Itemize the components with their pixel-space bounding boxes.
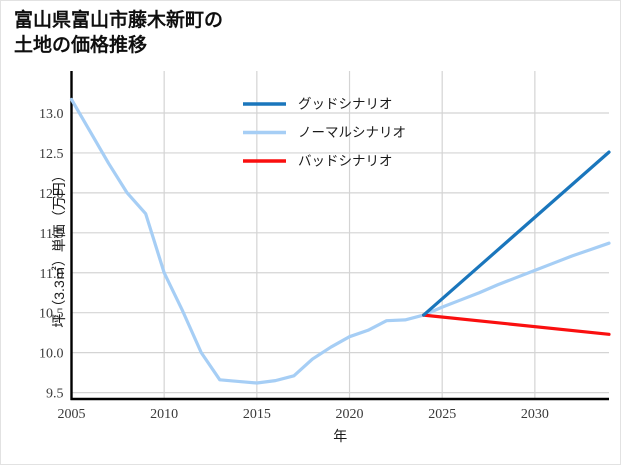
series-line-グッドシナリオ — [422, 150, 611, 317]
legend-label-good: グッドシナリオ — [298, 97, 393, 112]
data-series — [69, 97, 611, 385]
x-tick-label: 2010 — [150, 407, 178, 422]
axis-spines — [70, 71, 609, 401]
y-axis-label: 坪（3.3㎡）単価（万円） — [51, 168, 67, 328]
y-tick-label: 9.5 — [46, 387, 64, 402]
y-tick-label: 12.5 — [39, 147, 64, 162]
x-tick-label: 2005 — [58, 407, 86, 422]
y-tick-label: 11.0 — [40, 267, 64, 282]
x-tick-label: 2015 — [243, 407, 271, 422]
y-tick-label: 11.5 — [40, 227, 64, 242]
series-line-バッドシナリオ — [422, 313, 611, 336]
gridlines — [70, 71, 609, 399]
legend-label-normal: ノーマルシナリオ — [298, 125, 406, 140]
y-tick-label: 10.0 — [39, 347, 64, 362]
y-axis-tick-labels: 9.5 10.0 10.5 11.0 11.5 12.0 12.5 13.0 — [39, 107, 64, 402]
x-axis-tick-labels: 2005 2010 2015 2020 2025 2030 — [58, 407, 549, 422]
y-tick-label: 13.0 — [39, 107, 64, 122]
series-line-ノーマルシナリオ — [69, 97, 611, 385]
legend-label-bad: バッドシナリオ — [298, 154, 393, 169]
y-tick-label: 12.0 — [39, 187, 64, 202]
x-axis-label: 年 — [333, 428, 347, 444]
x-tick-label: 2030 — [521, 407, 549, 422]
x-tick-label: 2020 — [336, 407, 364, 422]
y-tick-label: 10.5 — [39, 307, 64, 322]
x-tick-label: 2025 — [428, 407, 456, 422]
page-title: 富山県富山市藤木新町の 土地の価格推移 — [14, 10, 224, 56]
